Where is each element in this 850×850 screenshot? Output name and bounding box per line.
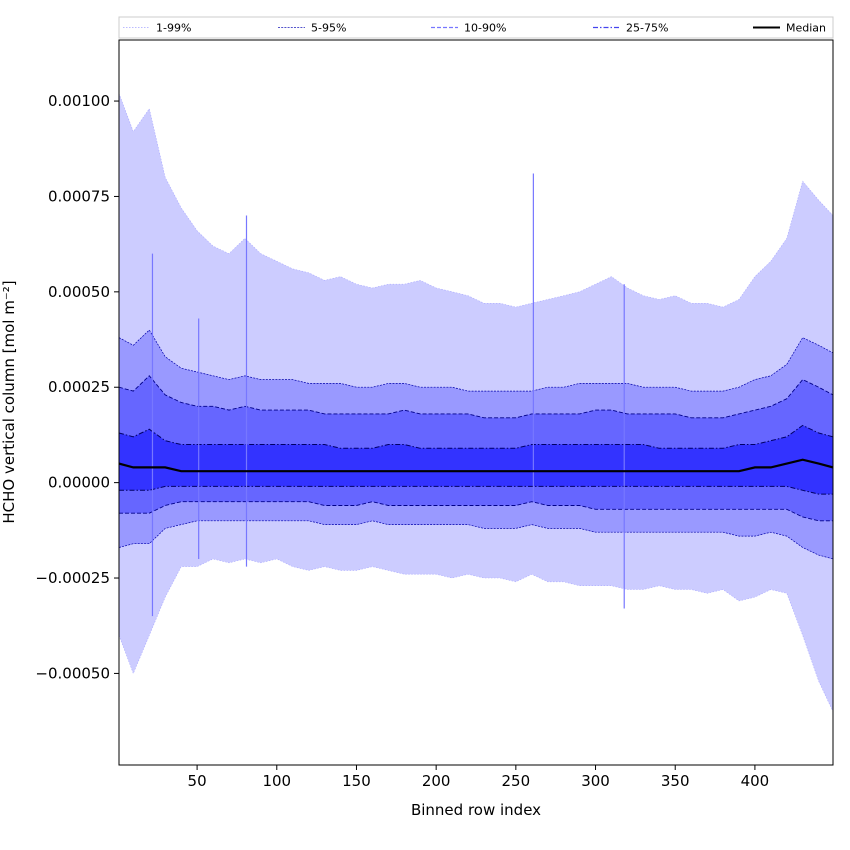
legend-label: 25-75% <box>626 22 668 35</box>
x-tick-label: 350 <box>661 772 690 790</box>
band-upper-line <box>119 93 833 308</box>
x-tick-label: 50 <box>188 772 207 790</box>
y-tick-label: 0.00100 <box>48 92 110 110</box>
y-tick-label: 0.00025 <box>48 378 110 396</box>
band-lower-line <box>119 485 833 495</box>
band-lower-line <box>119 558 833 712</box>
band-lower-line <box>119 520 833 560</box>
legend-label: Median <box>786 22 826 35</box>
y-axis-label: HCHO vertical column [mol m⁻²] <box>0 280 18 523</box>
y-tick-label: −0.00050 <box>35 664 110 682</box>
legend-label: 10-90% <box>464 22 506 35</box>
band-layers <box>119 93 833 712</box>
x-tick-label: 150 <box>342 772 371 790</box>
x-tick-label: 250 <box>502 772 531 790</box>
legend-frame <box>118 16 834 39</box>
plot-area <box>118 39 834 766</box>
y-tick-label: 0.00075 <box>48 187 110 205</box>
y-axis: −0.00050 −0.00025 0.00000 0.00025 0.00050 0.0… <box>35 92 119 682</box>
band-25-to-75pct <box>119 425 833 495</box>
median-line <box>119 458 833 473</box>
x-tick-label: 300 <box>581 772 610 790</box>
plot-frame <box>118 39 834 766</box>
band-upper-line <box>119 375 833 419</box>
band-lower-line <box>119 501 833 522</box>
band-upper-line <box>119 329 833 392</box>
legend: 1-99% 5-95% 10-90% 25-75% Median <box>118 16 834 39</box>
x-tick-label: 100 <box>262 772 291 790</box>
x-tick-label: 400 <box>741 772 770 790</box>
legend-label: 1-99% <box>156 22 191 35</box>
x-axis-label: Binned row index <box>411 801 541 819</box>
x-tick-label: 200 <box>422 772 451 790</box>
y-tick-label: −0.00025 <box>35 569 110 587</box>
legend-label: 5-95% <box>311 22 346 35</box>
y-tick-label: 0.00000 <box>48 474 110 492</box>
x-axis: 50 100 150 200 250 300 350 400 <box>188 765 770 790</box>
y-tick-label: 0.00050 <box>48 283 110 301</box>
band-upper-line <box>119 424 833 449</box>
